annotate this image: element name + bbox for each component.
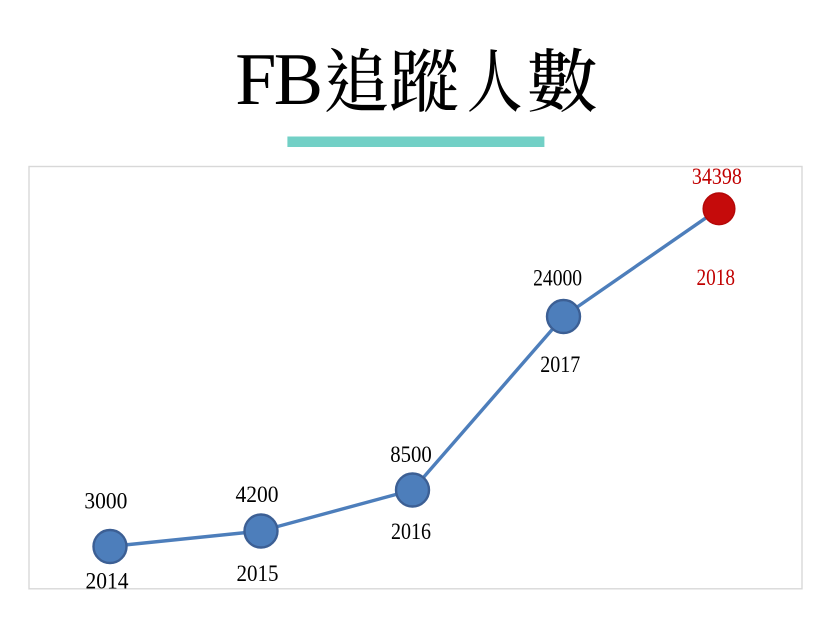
svg-text:2016: 2016	[391, 519, 431, 544]
svg-text:2018: 2018	[697, 265, 736, 290]
svg-text:8500: 8500	[390, 442, 432, 467]
svg-text:2015: 2015	[237, 561, 279, 586]
svg-text:2014: 2014	[86, 569, 129, 594]
svg-text:3000: 3000	[84, 489, 127, 514]
svg-text:4200: 4200	[236, 482, 279, 507]
svg-text:24000: 24000	[533, 265, 582, 290]
svg-text:2017: 2017	[540, 352, 580, 377]
svg-text:34398: 34398	[692, 164, 742, 189]
svg-text:FB: FB	[235, 39, 320, 121]
